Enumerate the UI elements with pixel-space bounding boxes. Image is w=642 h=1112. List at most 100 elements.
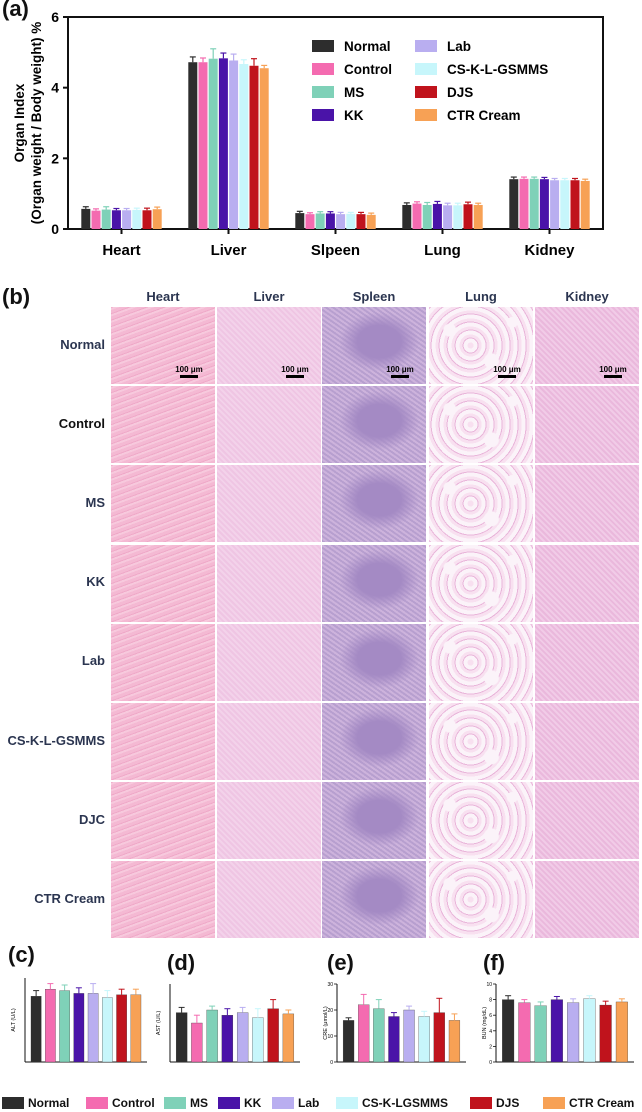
bar: [295, 213, 305, 229]
bar: [81, 208, 91, 229]
y-tick-label: 2: [51, 150, 59, 166]
bar: [206, 1009, 218, 1063]
y-tick-label: 6: [51, 9, 59, 25]
bar: [198, 62, 208, 229]
legend-swatch: [312, 86, 334, 98]
legend-item: MS: [164, 1096, 208, 1110]
panel-label-b: (b): [2, 284, 31, 309]
legend-label: Lab: [298, 1096, 320, 1110]
histology-image: [322, 861, 426, 939]
bar: [229, 60, 239, 230]
row-header: MS: [85, 494, 106, 510]
organ-index-chart: 0 2 4 6 Organ Index (Organ weight / Body weig…: [12, 9, 604, 259]
histology-image: [429, 703, 533, 780]
bar: [570, 180, 580, 229]
histology-image: [429, 782, 533, 860]
legend-swatch: [415, 86, 437, 98]
histology-image: [535, 782, 639, 860]
y-axis-label: Organ Index: [12, 83, 27, 162]
bar: [175, 1012, 188, 1063]
bar: [358, 1004, 370, 1063]
bar: [443, 205, 453, 229]
scale-bar-label: 100 μm: [599, 365, 627, 374]
histology-image: [535, 861, 639, 939]
bar: [388, 1016, 400, 1063]
bar: [267, 1008, 279, 1063]
bar: [448, 1020, 461, 1063]
x-tick-label: Heart: [102, 242, 140, 259]
serum-biochem-charts: ALT (U/L) AST (U/L) 0 10 20 30 CRE (μmol/L) 0 2 4…: [11, 978, 634, 1066]
histology-image: [111, 307, 215, 384]
histology-image: [535, 465, 639, 543]
histology-image: [322, 782, 426, 860]
scale-bar-label: 100 μm: [493, 365, 521, 374]
bar: [73, 993, 85, 1063]
y-tick-label: 4: [489, 1029, 492, 1035]
bar: [463, 204, 473, 229]
histology-image: [322, 386, 426, 464]
bar: [342, 1020, 355, 1063]
bar: [346, 213, 356, 229]
histology-image: [535, 307, 639, 384]
legend-label: DJS: [447, 85, 473, 100]
histology-image: [217, 703, 321, 780]
y-tick-label: 10: [486, 982, 492, 988]
bar: [366, 214, 376, 229]
bar: [560, 180, 570, 229]
histology-image: [535, 386, 639, 464]
legend-swatch: [415, 40, 437, 52]
histology-image: [111, 386, 215, 464]
panel-label-e: (e): [327, 950, 354, 975]
bar: [550, 999, 563, 1063]
x-tick-label: Lung: [424, 242, 461, 259]
bar: [91, 210, 101, 229]
legend-label: CTR Cream: [447, 108, 521, 123]
histology-image: [429, 623, 533, 701]
y-tick-label: 10: [327, 1034, 333, 1040]
row-header: CTR Cream: [34, 890, 105, 906]
scale-bar-line: [604, 375, 622, 378]
legend-item: Normal: [2, 1096, 69, 1110]
histology-image: [322, 544, 426, 622]
bar: [208, 58, 218, 230]
scale-bar-label: 100 μm: [386, 365, 414, 374]
bar: [325, 213, 335, 229]
histology-image: [217, 861, 321, 939]
y-axis-label: AST (U/L): [156, 1011, 162, 1036]
bar: [152, 209, 162, 229]
y-tick-label: 0: [330, 1060, 333, 1066]
histology-image: [111, 703, 215, 780]
legend-item: CTR Cream: [543, 1096, 634, 1110]
y-tick-label: 20: [327, 1008, 333, 1014]
histology-image: [322, 465, 426, 543]
scale-bar: 100 μm: [380, 365, 420, 378]
row-header: Lab: [81, 653, 105, 669]
row-header: KK: [86, 574, 105, 590]
legend-item: Control: [86, 1096, 155, 1110]
legend-item: DJS: [470, 1096, 519, 1110]
bar: [403, 1009, 415, 1063]
y-axis-label: BUN (mg/dL): [482, 1007, 488, 1039]
histology-image: [111, 465, 215, 543]
legend-label: KK: [344, 108, 364, 123]
column-header-lung: Lung: [465, 289, 497, 304]
bar: [412, 203, 422, 229]
bar: [305, 214, 315, 229]
bar: [422, 204, 432, 229]
bar: [509, 179, 519, 229]
legend-label: MS: [190, 1096, 208, 1110]
bar: [502, 999, 515, 1063]
legend-label: CTR Cream: [569, 1096, 635, 1110]
bar: [356, 214, 366, 229]
bar: [87, 993, 99, 1063]
legend-item: KK: [218, 1096, 261, 1110]
bar: [336, 214, 346, 229]
bar: [534, 1005, 547, 1063]
histology-image: [111, 782, 215, 860]
legend-swatch: [543, 1097, 565, 1109]
legend-swatch: [86, 1097, 108, 1109]
legend-swatch: [470, 1097, 492, 1109]
legend-swatch: [415, 63, 437, 75]
bar: [580, 180, 590, 229]
column-header-heart: Heart: [146, 289, 180, 304]
